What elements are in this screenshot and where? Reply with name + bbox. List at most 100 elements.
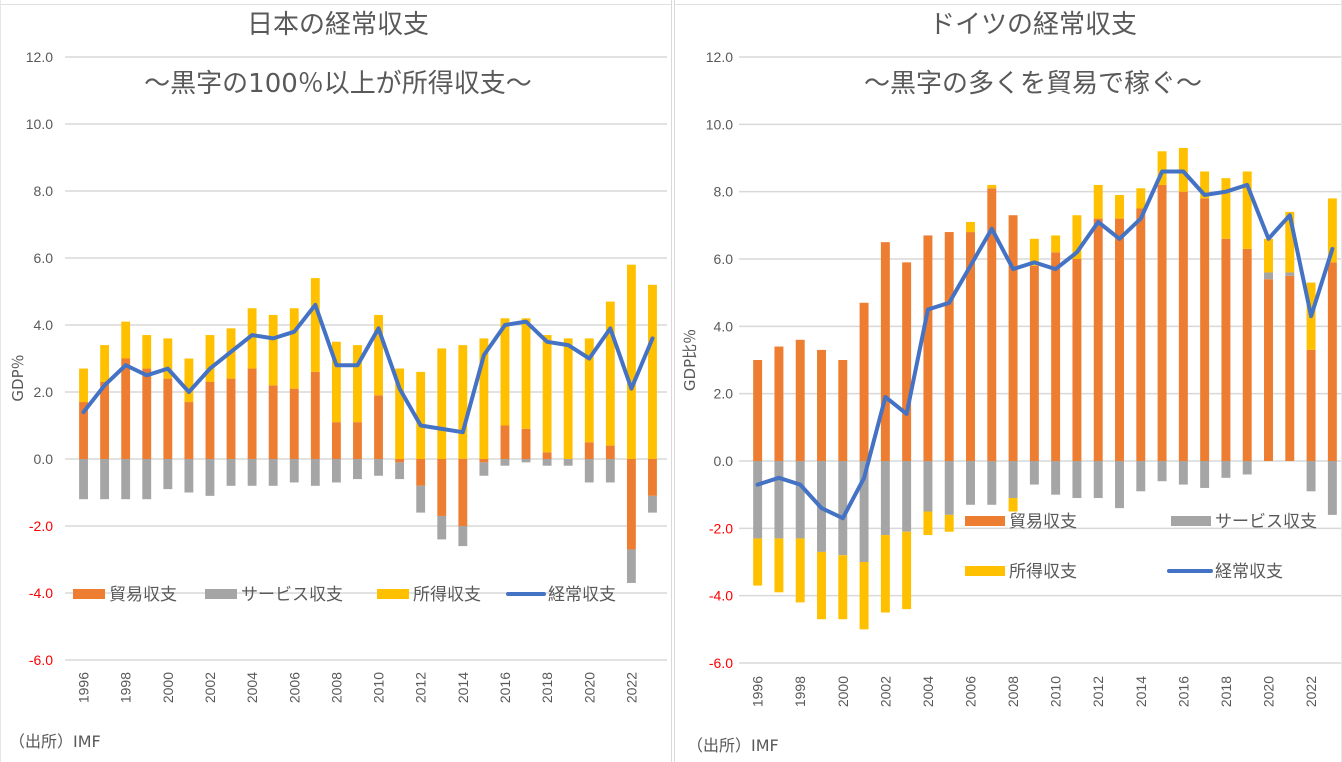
y-tick-label: 2.0 [714, 386, 734, 402]
x-axis-ticks: 1996 1998 2000 2002 2004 2006 2008 2010 2012 2014… [76, 672, 640, 703]
x-tick-label: 2008 [1005, 676, 1021, 707]
bar-segment [184, 402, 194, 459]
x-tick-label: 2012 [1090, 676, 1106, 707]
legend-swatch [377, 589, 409, 599]
bar-segment [1051, 235, 1061, 253]
y-tick-label: -2.0 [709, 520, 733, 536]
bar-segment [163, 459, 173, 490]
bar-segment [542, 335, 552, 453]
legend-label: 経常収支 [1215, 562, 1283, 582]
bar-segment [753, 538, 763, 586]
bar-segment [226, 459, 236, 486]
bar-segment [605, 459, 615, 483]
bar-segment [374, 395, 383, 459]
bar-segment [521, 318, 531, 429]
y-axis-ticks: 12.0 10.0 8.0 6.0 4.0 2.0 0.0 -2.0 -4.0 -6.0 [706, 49, 733, 671]
x-tick-label: 2000 [835, 676, 851, 707]
legend-label: サービス収支 [241, 585, 343, 605]
bar-segment [479, 459, 489, 463]
bar-segment [838, 555, 848, 620]
y-tick-label: -6.0 [709, 655, 733, 671]
x-tick-label: 2008 [328, 672, 344, 703]
bar-segment [479, 338, 489, 459]
legend-label: 経常収支 [548, 585, 616, 605]
bar-segment [395, 459, 405, 463]
bar-segment [542, 459, 552, 466]
bar-segment [184, 459, 194, 493]
bar-segment [331, 422, 341, 459]
bar-segment [310, 278, 320, 372]
bar-segment [944, 461, 954, 515]
legend-label: 所得収支 [413, 585, 481, 605]
bar-segment [331, 341, 341, 423]
bar-segment [353, 345, 362, 423]
bar-segment [902, 262, 912, 461]
bar-segment [268, 459, 278, 486]
bar-segment [1136, 188, 1146, 209]
bar-segment [205, 335, 215, 382]
bar-segment [1285, 211, 1295, 273]
bar-segment [605, 445, 615, 459]
bar-segment [1221, 238, 1231, 461]
bar-segment [584, 442, 594, 459]
bar-segment [437, 459, 447, 516]
bar-segment [521, 459, 531, 463]
bar-segment [100, 345, 110, 382]
bar-segment [648, 284, 657, 459]
bar-segment [774, 346, 784, 461]
bar-segment [987, 461, 997, 505]
bar-segment [753, 461, 763, 539]
bar-segment [416, 485, 426, 513]
bar-segment [795, 339, 805, 461]
bar-segment [1115, 218, 1124, 461]
bar-segment [416, 371, 426, 459]
bar-segment [1306, 461, 1316, 492]
bar-segment [859, 562, 869, 630]
bar-segment [395, 368, 405, 459]
bar-segment [247, 368, 257, 459]
bar-segment [1200, 171, 1210, 199]
chart-title: 日本の経常収支 [247, 10, 429, 40]
bar-segment [944, 514, 954, 532]
bar-segment [1221, 461, 1231, 478]
bar-segment [1115, 195, 1124, 219]
legend-item: サービス収支 [205, 585, 343, 605]
y-tick-label: 12.0 [706, 49, 733, 65]
bar-segment [648, 459, 657, 496]
bar-segment [142, 368, 152, 459]
bar-segment [1115, 461, 1124, 509]
japan-chart-panel: 12.0 10.0 8.0 6.0 4.0 2.0 0.0 -2.0 -4.0 -6.0 日本の経常… [0, 0, 672, 762]
bar-segment [1029, 265, 1039, 461]
bar-segment [289, 308, 299, 389]
bar-segment [923, 511, 933, 536]
bar-segment [859, 461, 869, 562]
bar-segment [584, 338, 594, 443]
bar-segment [1242, 461, 1252, 475]
bar-segment [795, 461, 805, 539]
sheet-gridline [675, 0, 1341, 5]
x-tick-label: 2016 [497, 672, 513, 703]
legend: 貿易収支サービス収支所得収支経常収支 [965, 512, 1317, 582]
y-tick-label: 4.0 [34, 317, 54, 333]
bar-segment [1327, 262, 1337, 461]
bar-segment [626, 459, 636, 550]
legend: 貿易収支サービス収支所得収支経常収支 [73, 585, 616, 605]
bar-segment [289, 388, 299, 459]
bar-segment [542, 452, 552, 459]
bar-segment [966, 232, 975, 461]
bar-segment [268, 385, 278, 459]
y-tick-label: 6.0 [34, 250, 54, 266]
bar-segment [880, 242, 890, 461]
current-account-line [755, 169, 1335, 521]
bar-segment [1136, 461, 1146, 492]
y-tick-label: 6.0 [714, 251, 734, 267]
y-tick-label: 0.0 [714, 453, 734, 469]
bar-segment [1093, 461, 1103, 499]
bar-segment [458, 526, 468, 547]
bar-segment [268, 314, 278, 386]
bar-segment [1264, 279, 1273, 461]
bar-segment [563, 338, 573, 459]
x-tick-label: 2010 [371, 672, 387, 703]
bar-segment [1327, 198, 1337, 263]
bar-segment [1157, 461, 1167, 482]
